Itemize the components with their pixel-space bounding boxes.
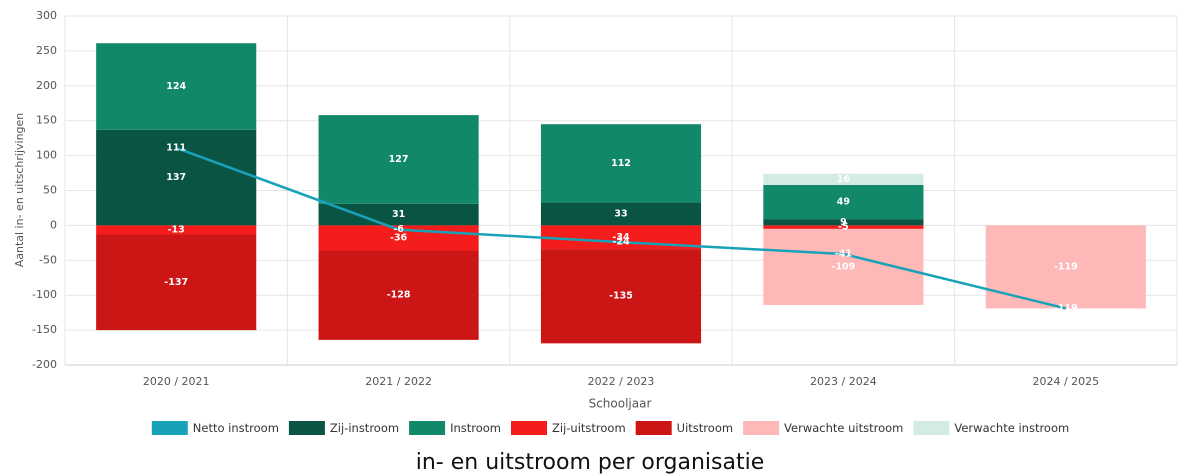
y-tick-label: 50	[43, 184, 57, 197]
legend-label: Instroom	[450, 421, 501, 435]
bar-segment	[540, 249, 702, 344]
data-label: 16	[837, 174, 851, 185]
y-tick-label: -150	[32, 323, 57, 336]
data-label: 33	[614, 208, 627, 219]
data-label: 9	[840, 217, 847, 228]
x-axis-title: Schooljaar	[589, 397, 652, 411]
data-label: 124	[166, 81, 186, 92]
y-tick-label: 200	[36, 79, 57, 92]
bar-segment	[540, 202, 702, 226]
line-label: -6	[393, 224, 404, 235]
data-label: -13	[168, 224, 185, 235]
legend-label: Netto instroom	[193, 421, 279, 435]
data-label: -109	[832, 261, 856, 272]
y-tick-label: 250	[36, 44, 57, 57]
data-label: -135	[609, 291, 633, 302]
data-label: -36	[390, 232, 408, 243]
bar-segment	[763, 184, 924, 220]
legend-label: Verwachte instroom	[954, 421, 1069, 435]
data-label: -119	[1054, 261, 1078, 272]
data-label: -128	[387, 290, 411, 301]
legend-swatch	[913, 421, 950, 435]
line-label: 111	[166, 142, 186, 153]
legend-label: Uitstroom	[677, 421, 733, 435]
bar-segment	[318, 115, 479, 204]
chart-title: in- en uitstroom per organisatie	[416, 450, 765, 474]
data-label: 31	[392, 209, 405, 220]
legend-label: Zij-uitstroom	[552, 421, 626, 435]
data-label: 49	[837, 197, 850, 208]
data-label: -137	[164, 277, 188, 288]
data-label: 127	[389, 154, 409, 165]
bar-segment	[763, 173, 924, 185]
y-tick-label: 100	[36, 149, 57, 162]
data-label: 112	[611, 158, 631, 169]
legend-swatch	[743, 421, 780, 435]
legend-swatch	[288, 421, 325, 435]
legend-label: Zij-instroom	[330, 421, 399, 435]
line	[175, 146, 1067, 310]
y-tick-label: -200	[32, 358, 57, 371]
y-axis-title: Aantal in- en uitschrijvingen	[13, 113, 26, 268]
x-tick-label: 2024 / 2025	[1032, 375, 1099, 388]
line-label: -41	[835, 249, 852, 260]
legend-swatch	[511, 421, 548, 435]
y-tick-label: 300	[36, 9, 57, 22]
bar-segment	[96, 43, 257, 130]
bar-segment	[96, 225, 257, 235]
bar-segment	[318, 250, 479, 340]
legend-label: Verwachte uitstroom	[784, 421, 903, 435]
y-tick-label: -50	[39, 253, 57, 266]
data-label: -34	[612, 232, 630, 243]
x-tick-label: 2021 / 2022	[365, 375, 432, 388]
y-tick-label: -100	[32, 288, 57, 301]
data-label: 137	[166, 172, 186, 183]
line-label: -119	[1054, 303, 1078, 314]
y-tick-label: 0	[50, 218, 57, 231]
line-label: -24	[612, 237, 630, 248]
x-tick-label: 2020 / 2021	[143, 375, 210, 388]
data-label: -5	[838, 222, 849, 233]
legend-swatch	[151, 421, 188, 435]
y-tick-label: 150	[36, 114, 57, 127]
bar-segment	[318, 203, 479, 226]
legend-swatch	[409, 421, 446, 435]
x-tick-label: 2023 / 2024	[810, 375, 877, 388]
bar-segment	[96, 234, 257, 331]
legend: Netto instroom Zij-instroom Instroom Zij-ui…	[151, 421, 1069, 435]
x-tick-label: 2022 / 2023	[588, 375, 655, 388]
bar-segment	[96, 129, 257, 226]
legend-swatch	[635, 421, 672, 435]
bar-segment	[763, 225, 924, 229]
bar-segment	[763, 219, 924, 226]
bar-segment	[540, 124, 702, 203]
